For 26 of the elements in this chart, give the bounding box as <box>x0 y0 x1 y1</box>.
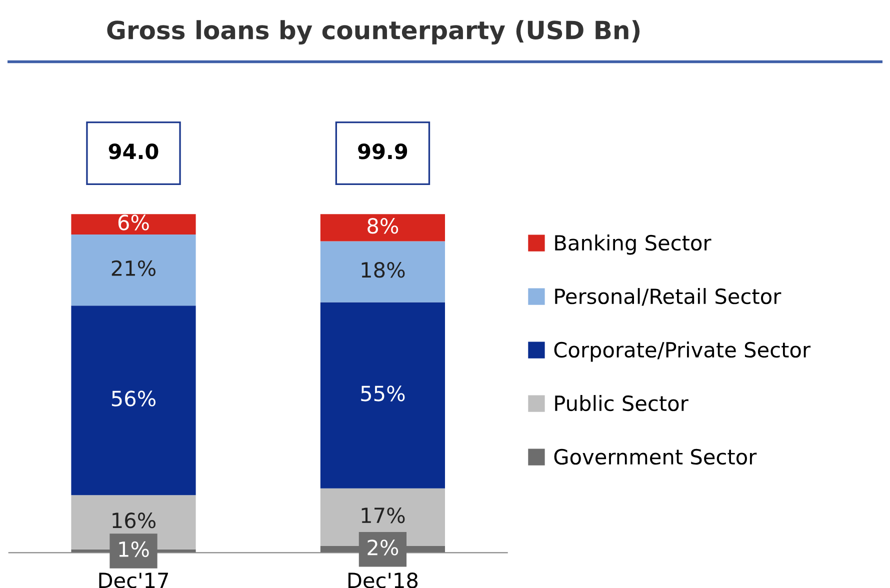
data-label: 56% <box>112 390 156 406</box>
annotation: 94.0 <box>108 144 158 160</box>
bar <box>71 234 196 306</box>
bar <box>71 306 196 496</box>
x-tick-label: Dec'17 <box>99 572 168 588</box>
legend-label: Public Sector <box>555 395 688 412</box>
bar <box>320 302 445 488</box>
legend-label: Banking Sector <box>555 234 712 255</box>
data-label: 17% <box>362 507 405 524</box>
legend-label: Personal/Retail Sector <box>555 288 782 306</box>
bar <box>71 214 196 234</box>
x-tick-label: Dec'18 <box>348 572 418 588</box>
data-label: 8% <box>368 218 398 234</box>
annotation: 99.9 <box>358 144 408 160</box>
legend-label: Government Sector <box>554 448 757 465</box>
data-label: 18% <box>362 262 405 278</box>
data-label: 16% <box>112 512 156 528</box>
data-label: 21% <box>112 260 156 276</box>
chart-title: Gross loans by counterparty (USD Bn) <box>107 20 640 45</box>
bar <box>320 214 445 242</box>
data-label: 1% <box>119 541 149 558</box>
bar <box>320 241 445 302</box>
data-label: 55% <box>361 386 405 402</box>
data-label: 2% <box>368 540 398 556</box>
data-label: 6% <box>118 214 149 230</box>
legend-label: Corporate/Private Sector <box>554 342 811 362</box>
